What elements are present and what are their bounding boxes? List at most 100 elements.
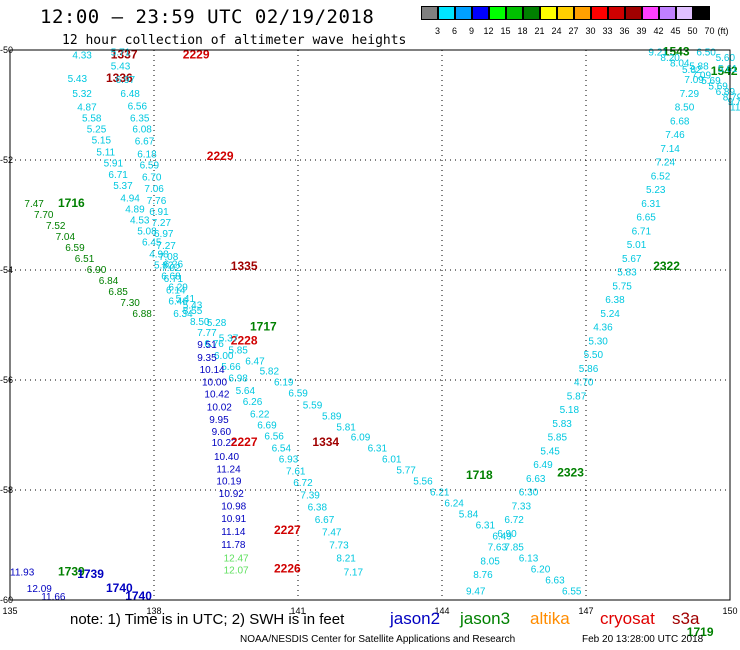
wave-height-value: 6.76 [204, 339, 224, 350]
wave-height-value: 5.28 [207, 318, 227, 329]
wave-height-value: 6.19 [274, 378, 294, 389]
lon-tick-label: 147 [578, 606, 593, 616]
wave-height-value: 5.43 [111, 61, 131, 72]
pass-time-label: 1739 [77, 567, 104, 581]
wave-height-value: 7.09 [692, 71, 712, 82]
legend-swatch [642, 6, 659, 20]
legend-label: 27 [568, 26, 579, 36]
wave-height-value: 6.01 [382, 455, 402, 466]
wave-height-value: 6.45 [142, 237, 162, 248]
wave-height-value: 5.75 [612, 281, 632, 292]
wave-height-value: 5.45 [540, 446, 560, 457]
legend-swatch [489, 6, 506, 20]
wave-height-value: 4.36 [593, 323, 613, 334]
wave-height-value: 6.85 [108, 287, 128, 298]
legend-swatch [506, 6, 523, 20]
wave-height-value: 6.93 [279, 455, 299, 466]
pass-time-label: 2229 [207, 149, 234, 163]
wave-height-value: 5.84 [459, 510, 479, 521]
wave-height-value: 11.78 [221, 540, 246, 551]
wave-height-value: 6.30 [519, 488, 539, 499]
wave-height-value: 7.27 [152, 218, 172, 229]
wave-height-value: 5.01 [627, 240, 647, 251]
legend-label: 39 [636, 26, 647, 36]
wave-height-value: 6.89 [716, 87, 736, 98]
pass-time-label: 2322 [653, 259, 680, 273]
pass-time-label: 1740 [125, 589, 152, 603]
legend-swatch [472, 6, 489, 20]
wave-height-value: 5.83 [552, 419, 572, 430]
pass-time-label: 1334 [312, 435, 339, 449]
wave-height-value: 5.61 [718, 64, 738, 75]
wave-height-value: 6.34 [173, 309, 193, 320]
wave-height-value: 7.33 [512, 501, 532, 512]
pass-time-label: 1716 [58, 196, 85, 210]
pass-time-label: 1739 [58, 564, 85, 578]
map-title: 12:00 – 23:59 UTC 02/19/2018 [40, 6, 375, 28]
wave-height-value: 5.81 [336, 423, 356, 434]
wave-height-value: 4.89 [125, 204, 145, 215]
legend-swatch [676, 6, 693, 20]
legend-label: 18 [517, 26, 528, 36]
lat-tick-label: -56 [0, 375, 13, 385]
wave-height-value: 5.43 [183, 301, 203, 312]
wave-height-value: 12.09 [27, 584, 52, 595]
wave-height-value: 5.15 [92, 136, 112, 147]
wave-height-value: 9.7 [728, 97, 740, 108]
legend-label: 9 [468, 26, 474, 36]
lat-tick-label: -50 [0, 45, 13, 55]
wave-height-value: 6.71 [632, 226, 652, 237]
pass-time-label: 1337 [111, 47, 138, 61]
wave-height-value: 6.18 [137, 149, 157, 160]
wave-height-value: 5.60 [716, 53, 736, 64]
wave-height-value: 7.24 [656, 158, 676, 169]
wave-height-value: 6.56 [264, 431, 284, 442]
wave-height-value: 6.46 [168, 297, 188, 308]
wave-height-value: 7.14 [660, 144, 680, 155]
wave-height-value: 12.47 [224, 554, 249, 565]
wave-height-value: 6.67 [135, 137, 155, 148]
wave-height-value: 6.26 [243, 397, 263, 408]
lon-tick-label: 135 [2, 606, 17, 616]
satellite-legend-altika: altika [530, 609, 570, 628]
wave-height-value: 7.52 [46, 221, 66, 232]
wave-height-value: 6.72 [504, 515, 524, 526]
wave-height-value: 5.32 [72, 89, 92, 100]
wave-height-value: 5.58 [82, 114, 102, 125]
lat-tick-label: -58 [0, 485, 13, 495]
wave-height-value: 6.63 [526, 474, 546, 485]
pass-time-label: 2323 [557, 465, 584, 479]
wave-height-value: 6.38 [605, 295, 625, 306]
pass-time-label: 1543 [663, 45, 690, 59]
wave-height-value: 7.76 [147, 196, 167, 207]
wave-height-value: 7.39 [300, 490, 320, 501]
wave-height-value: 5.66 [221, 362, 241, 373]
satellite-legend-jason3: jason3 [460, 609, 511, 628]
lon-tick-label: 138 [146, 606, 161, 616]
pass-time-label: 1719 [687, 625, 714, 639]
wave-height-value: 7.70 [34, 210, 54, 221]
wave-height-value: 10.98 [221, 501, 246, 512]
wave-height-value: 9.35 [197, 353, 217, 364]
wave-height-value: 7.29 [680, 89, 700, 100]
wave-height-value: 6.31 [641, 199, 661, 210]
wave-height-value: 6.71 [108, 170, 128, 181]
legend-label: 3 [434, 26, 440, 36]
wave-height-value: 11 [730, 103, 740, 114]
wave-height-value: 4.94 [120, 193, 140, 204]
footer-credit: NOAA/NESDIS Center for Satellite Applica… [240, 634, 516, 645]
wave-height-value: 6.47 [245, 357, 265, 368]
legend-swatch [455, 6, 472, 20]
wave-height-value: 7.27 [156, 241, 176, 252]
wave-height-value: 6.50 [696, 48, 716, 59]
wave-height-value: 5.24 [600, 309, 620, 320]
wave-height-value: 10.02 [207, 402, 232, 413]
wave-height-value: 8.20 [660, 53, 680, 64]
wave-height-value: 6.13 [519, 554, 539, 565]
legend-label: 21 [534, 26, 545, 36]
legend-label: 45 [670, 26, 681, 36]
satellite-legend-s3a: s3a [672, 609, 700, 628]
wave-height-value: 6.20 [531, 565, 551, 576]
wave-height-value: 5.37 [113, 181, 133, 192]
